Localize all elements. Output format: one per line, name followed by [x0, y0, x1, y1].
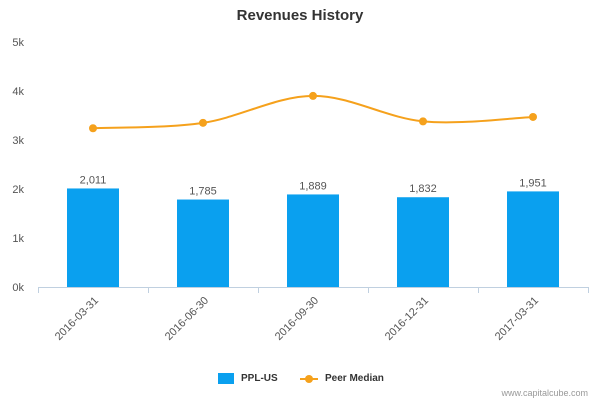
legend-swatch-bar	[218, 373, 234, 384]
bar	[67, 188, 119, 287]
y-tick-label: 5k	[12, 37, 24, 49]
bar-data-label: 1,785	[189, 186, 217, 198]
bar-data-label: 1,889	[299, 180, 327, 192]
bar-data-label: 1,951	[519, 177, 547, 189]
bar	[177, 199, 229, 287]
legend-item-peer-median[interactable]: Peer Median	[300, 373, 384, 384]
x-tick-label: 2016-09-30	[273, 295, 321, 343]
legend-label: Peer Median	[325, 373, 384, 384]
bar-data-label: 1,832	[409, 183, 437, 195]
peer-median-line	[92, 94, 534, 130]
x-tick-label: 2016-03-31	[53, 295, 101, 343]
peer-median-point	[199, 118, 207, 127]
credit-text: www.capitalcube.com	[501, 388, 588, 398]
bar	[287, 194, 339, 287]
chart-legend: PPL-US Peer Median	[0, 373, 600, 389]
legend-label: PPL-US	[241, 373, 278, 384]
y-tick-label: 3k	[12, 135, 24, 147]
y-tick-label: 2k	[12, 184, 24, 196]
legend-item-ppl-us[interactable]: PPL-US	[218, 373, 278, 384]
y-tick-label: 0k	[12, 282, 24, 294]
peer-median-point	[529, 112, 537, 121]
peer-median-point	[309, 91, 317, 100]
x-tick-label: 2016-06-30	[163, 295, 211, 343]
y-tick-label: 4k	[12, 86, 24, 98]
peer-median-point	[89, 124, 97, 133]
chart-title: Revenues History	[236, 7, 364, 24]
peer-median-point	[419, 117, 427, 126]
bar	[507, 191, 559, 287]
y-tick-label: 1k	[12, 233, 24, 245]
legend-swatch-line	[300, 373, 318, 384]
x-tick-label: 2016-12-31	[383, 295, 431, 343]
bar-data-label: 2,011	[80, 174, 107, 186]
bar	[397, 197, 449, 287]
x-tick-label: 2017-03-31	[493, 295, 541, 343]
